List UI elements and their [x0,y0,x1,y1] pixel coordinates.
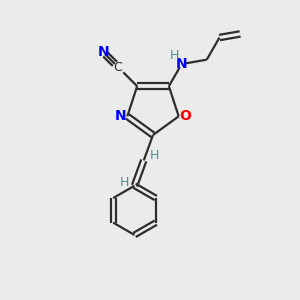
Text: H: H [150,149,159,162]
Text: N: N [115,109,127,123]
Text: N: N [98,45,109,59]
Text: H: H [169,49,179,62]
Text: N: N [176,57,188,71]
Text: C: C [114,61,122,74]
Text: O: O [179,109,191,123]
Text: H: H [120,176,130,189]
